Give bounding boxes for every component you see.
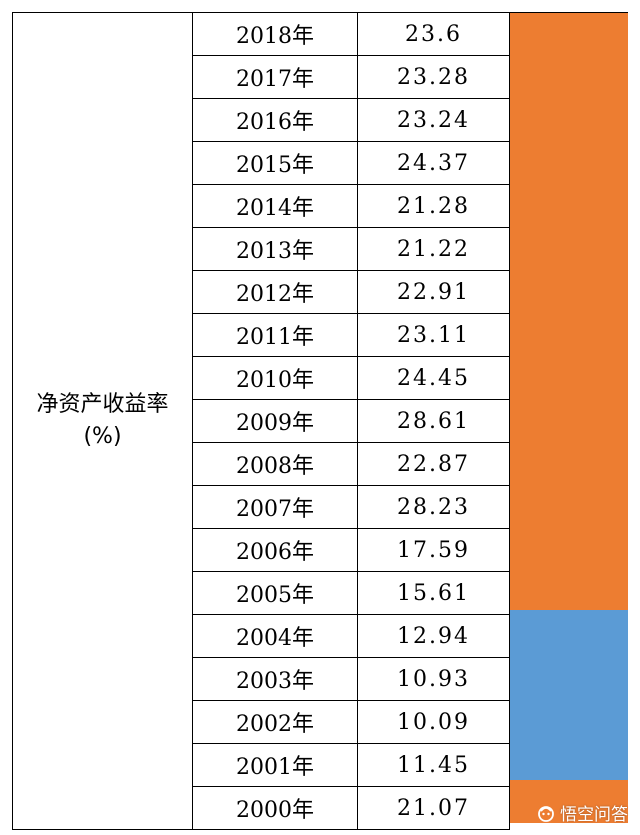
year-cell: 2015年	[192, 141, 358, 185]
table-row: 2001年 11.45	[13, 743, 510, 787]
table-row: 净资产收益率(%) 2018年 23.6	[12, 12, 510, 830]
year-cell: 2018年	[192, 12, 358, 56]
value-cell: 23.28	[357, 55, 510, 99]
year-cell: 2011年	[192, 313, 358, 357]
wukong-logo-icon	[538, 805, 554, 822]
value-cell: 10.09	[357, 700, 510, 744]
value-cell: 17.59	[357, 528, 510, 572]
value-cell: 21.07	[357, 786, 510, 830]
table-row: 2013年 21.22	[13, 227, 510, 271]
value-cell: 22.87	[357, 442, 510, 486]
year-cell: 2008年	[192, 442, 358, 486]
table-row: 2012年 22.91	[13, 270, 510, 314]
year-cell: 2010年	[192, 356, 358, 400]
highlight-band-column	[510, 12, 628, 823]
table-row: 2011年 23.11	[13, 313, 510, 357]
value-cell: 24.37	[357, 141, 510, 185]
value-cell: 23.6	[357, 12, 510, 56]
year-cell: 2007年	[192, 485, 358, 529]
year-cell: 2017年	[192, 55, 358, 99]
year-cell: 2005年	[192, 571, 358, 615]
value-cell: 23.11	[357, 313, 510, 357]
year-cell: 2006年	[192, 528, 358, 572]
year-cell: 2003年	[192, 657, 358, 701]
year-cell: 2014年	[192, 184, 358, 228]
table-row: 2007年 28.23	[13, 485, 510, 529]
value-cell: 11.45	[357, 743, 510, 787]
highlight-band	[510, 780, 628, 823]
roe-table: 净资产收益率(%) 2018年 23.6 2017年 23.28 2016年 23.24 20…	[12, 12, 510, 830]
year-cell: 2013年	[192, 227, 358, 271]
value-cell: 21.28	[357, 184, 510, 228]
table-row: 2008年 22.87	[13, 442, 510, 486]
year-cell: 2001年	[192, 743, 358, 787]
table-row: 2004年 12.94	[13, 614, 510, 658]
table-row: 2006年 17.59	[13, 528, 510, 572]
value-cell: 12.94	[357, 614, 510, 658]
highlight-band	[510, 13, 628, 610]
table-row: 2017年 23.28	[13, 55, 510, 99]
value-cell: 15.61	[357, 571, 510, 615]
value-cell: 10.93	[357, 657, 510, 701]
watermark: 悟空问答	[536, 800, 628, 825]
table-row: 2005年 15.61	[13, 571, 510, 615]
year-cell: 2016年	[192, 98, 358, 142]
roe-sheet: 净资产收益率(%) 2018年 23.6 2017年 23.28 2016年 23.24 20…	[12, 12, 628, 830]
value-cell: 21.22	[357, 227, 510, 271]
year-cell: 2004年	[192, 614, 358, 658]
value-cell: 28.61	[357, 399, 510, 443]
value-cell: 22.91	[357, 270, 510, 314]
table-row: 2002年 10.09	[13, 700, 510, 744]
highlight-band	[510, 609, 628, 781]
year-cell: 2012年	[192, 270, 358, 314]
roe-table-body: 净资产收益率(%) 2018年 23.6 2017年 23.28 2016年 23.24 20…	[12, 12, 510, 830]
year-cell: 2009年	[192, 399, 358, 443]
value-cell: 28.23	[357, 485, 510, 529]
table-row: 2010年 24.45	[13, 356, 510, 400]
value-cell: 23.24	[357, 98, 510, 142]
table-row: 2000年 21.07	[13, 786, 510, 830]
year-cell: 2002年	[192, 700, 358, 744]
year-cell: 2000年	[192, 786, 358, 830]
table-row: 2009年 28.61	[13, 399, 510, 443]
metric-label: 净资产收益率(%)	[12, 12, 193, 830]
watermark-text: 悟空问答	[560, 805, 628, 825]
value-cell: 24.45	[357, 356, 510, 400]
